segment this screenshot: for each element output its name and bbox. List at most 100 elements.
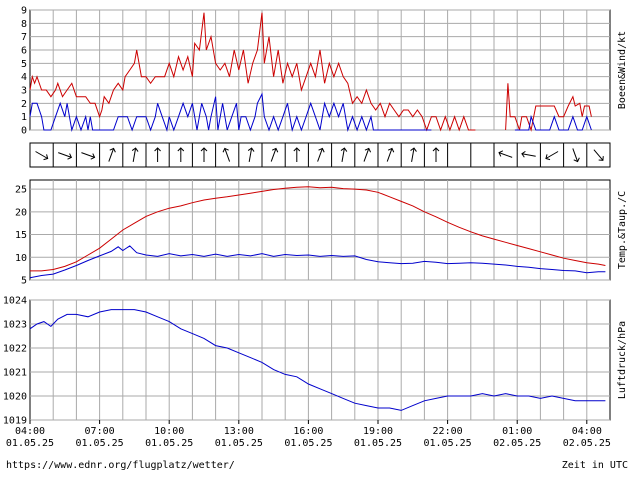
- arrow-shaft: [411, 148, 415, 162]
- arrow-head: [154, 147, 161, 152]
- y-tick-label: 1024: [3, 296, 27, 307]
- plot-frame: [29, 299, 611, 421]
- y-tick-label: 15: [15, 230, 27, 241]
- arrow-head: [90, 153, 96, 160]
- y-tick-label: 1: [21, 112, 27, 123]
- arrow-shaft: [108, 148, 115, 162]
- arrow-head: [432, 147, 440, 152]
- arrow-shaft: [572, 148, 579, 162]
- source-url[interactable]: https://www.ednr.org/flugplatz/wetter/: [6, 460, 235, 471]
- wind-arrow: [222, 147, 231, 162]
- wind-arrow: [317, 147, 325, 162]
- x-tick-date: 01.05.25: [215, 438, 263, 449]
- arrow-shaft: [498, 152, 513, 158]
- series-line-3: [514, 114, 592, 131]
- wind-chart: 0 1 2 3 4 5 6 7 8 9 Boeen&Wind/kt: [21, 6, 628, 137]
- arrow-shaft: [224, 148, 231, 162]
- y-tick-label: 8: [21, 19, 27, 30]
- wind-arrow: [154, 147, 161, 162]
- arrow-head: [271, 147, 279, 153]
- x-tick-time: 19:00: [363, 426, 393, 437]
- arrow-head: [43, 154, 49, 161]
- wind-arrow: [177, 147, 185, 162]
- arrow-head: [67, 153, 73, 160]
- y-tick-label: 1019: [3, 416, 27, 427]
- wind-arrow: [545, 151, 559, 161]
- arrow-head: [293, 147, 301, 152]
- y-axis-label: Luftdruck/hPa: [617, 321, 628, 399]
- arrow-head: [247, 147, 255, 152]
- wind-arrow: [498, 150, 513, 158]
- y-tick-label: 0: [21, 126, 27, 137]
- x-tick-time: 22:00: [433, 426, 463, 437]
- x-tick-time: 04:00: [572, 426, 602, 437]
- arrow-head: [498, 150, 504, 157]
- arrow-shaft: [132, 148, 137, 162]
- arrow-shaft: [317, 148, 323, 162]
- y-axis-label: Boeen&Wind/kt: [617, 31, 628, 109]
- arrow-head: [222, 147, 229, 153]
- wind-arrow: [340, 147, 348, 162]
- arrow-shaft: [58, 152, 72, 158]
- arrow-head: [598, 156, 604, 161]
- y-tick-label: 5: [21, 276, 27, 287]
- y-tick-label: 7: [21, 32, 27, 43]
- wind-arrow: [108, 147, 116, 162]
- arrow-head: [109, 147, 116, 153]
- arrow-shaft: [593, 149, 604, 161]
- x-tick-date: 02.05.25: [493, 438, 541, 449]
- y-tick-label: 3: [21, 86, 27, 97]
- x-tick-date: 02.05.25: [563, 438, 611, 449]
- wind-arrow: [363, 147, 372, 162]
- x-axis-labels: 04:0001.05.2507:0001.05.2510:0001.05.251…: [6, 420, 611, 449]
- wind-arrow: [432, 147, 440, 162]
- x-tick-date: 01.05.25: [76, 438, 124, 449]
- plot-frame: [29, 179, 611, 281]
- arrow-head: [410, 147, 417, 152]
- y-tick-label: 1023: [3, 320, 27, 331]
- series-line-0: [30, 186, 606, 272]
- x-tick-time: 04:00: [15, 426, 45, 437]
- x-tick-date: 01.05.25: [424, 438, 472, 449]
- y-tick-label: 2: [21, 99, 27, 110]
- x-tick-date: 01.05.25: [145, 438, 193, 449]
- arrow-shaft: [386, 148, 393, 162]
- time-note: Zeit in UTC: [561, 460, 628, 471]
- y-tick-label: 25: [15, 185, 27, 196]
- wind-arrow: [35, 151, 49, 161]
- x-tick-date: 01.05.25: [284, 438, 332, 449]
- y-tick-label: 6: [21, 46, 27, 57]
- x-tick-date: 01.05.25: [354, 438, 402, 449]
- arrow-head: [573, 157, 580, 163]
- x-tick-time: 07:00: [85, 426, 115, 437]
- y-tick-label: 4: [21, 72, 27, 83]
- arrow-head: [545, 154, 551, 161]
- y-tick-label: 10: [15, 253, 27, 264]
- temperature-chart: 5 10 15 20 25 Temp.&Taup./C: [15, 179, 628, 287]
- arrow-head: [521, 150, 526, 158]
- strip-frame: [29, 142, 611, 168]
- arrow-head: [131, 147, 139, 152]
- arrow-shaft: [521, 153, 536, 157]
- arrow-head: [340, 147, 348, 152]
- x-tick-time: 10:00: [154, 426, 184, 437]
- wind-arrow: [270, 147, 279, 162]
- wind-arrow: [247, 147, 255, 162]
- arrow-head: [318, 147, 325, 153]
- wind-arrow: [521, 150, 536, 158]
- wind-arrow: [293, 147, 301, 162]
- arrow-head: [387, 147, 395, 153]
- arrow-shaft: [545, 151, 559, 159]
- y-tick-label: 20: [15, 207, 27, 218]
- wind-direction-strip: [29, 142, 611, 168]
- x-tick-time: 16:00: [293, 426, 323, 437]
- arrow-shaft: [270, 148, 277, 162]
- wind-arrow: [58, 152, 73, 160]
- arrow-shaft: [248, 148, 253, 162]
- arrow-shaft: [35, 151, 48, 159]
- plot-frame: [29, 9, 611, 131]
- y-tick-label: 1021: [3, 368, 27, 379]
- y-tick-label: 1022: [3, 344, 27, 355]
- wind-arrow: [200, 147, 208, 162]
